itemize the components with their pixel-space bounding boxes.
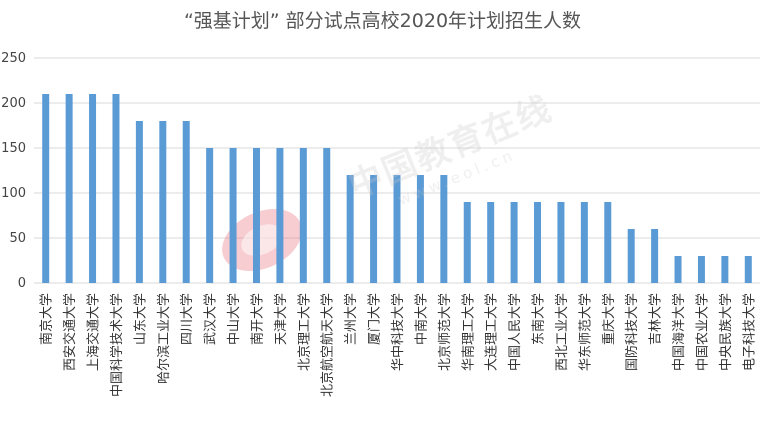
x-category-label-15: 华中科技大学	[390, 293, 406, 371]
x-category-label-8: 中山大学	[226, 293, 242, 345]
bar-30	[744, 256, 752, 283]
y-tick-label-100: 100	[1, 186, 26, 201]
bar-15	[393, 175, 401, 283]
logo-swoosh-inner	[241, 224, 283, 256]
x-category-label-6: 四川大学	[179, 293, 195, 345]
bar-29	[721, 256, 729, 283]
x-category-label-29: 中央民族大学	[718, 293, 734, 371]
y-tick-label-150: 150	[1, 141, 26, 156]
bar-18	[463, 202, 471, 283]
bar-0	[42, 94, 50, 283]
bar-13	[346, 175, 354, 283]
bar-10	[276, 148, 284, 283]
x-category-label-16: 中南大学	[413, 293, 429, 345]
chart-title: “强基计划” 部分试点高校2020年计划招生人数	[183, 10, 582, 32]
x-category-label-5: 哈尔滨工业大学	[156, 293, 172, 384]
x-category-label-28: 中国农业大学	[694, 293, 710, 371]
x-category-label-18: 华南理工大学	[460, 293, 476, 371]
bar-20	[510, 202, 518, 283]
bars	[42, 94, 752, 283]
bar-21	[534, 202, 542, 283]
bar-2	[89, 94, 97, 283]
x-category-label-26: 吉林大学	[648, 293, 664, 345]
bar-6	[182, 121, 190, 283]
x-category-label-4: 山东大学	[132, 293, 148, 345]
y-tick-label-200: 200	[1, 96, 26, 111]
x-category-label-10: 天津大学	[273, 293, 289, 345]
bar-23	[580, 202, 588, 283]
bar-25	[627, 229, 635, 283]
x-category-label-3: 中国科学技术大学	[109, 293, 125, 397]
x-category-label-19: 大连理工大学	[484, 293, 500, 371]
bar-17	[440, 175, 448, 283]
x-category-label-22: 西北工业大学	[554, 293, 570, 371]
x-category-label-23: 华东师范大学	[577, 293, 593, 371]
x-category-label-7: 武汉大学	[203, 293, 219, 345]
y-tick-label-0: 0	[18, 276, 26, 291]
bar-7	[206, 148, 214, 283]
x-category-label-21: 东南大学	[531, 293, 547, 345]
bar-27	[674, 256, 682, 283]
x-category-label-24: 重庆大学	[601, 293, 617, 345]
x-category-label-30: 电子科技大学	[741, 293, 757, 371]
y-axis-ticks: 0 50 100 150 200 250	[1, 51, 26, 291]
bar-28	[697, 256, 705, 283]
x-category-label-27: 中国海洋大学	[671, 293, 687, 371]
bar-11	[299, 148, 307, 283]
bar-3	[112, 94, 120, 283]
x-category-label-11: 北京理工大学	[296, 293, 312, 371]
y-tick-label-250: 250	[1, 51, 26, 66]
bar-5	[159, 121, 167, 283]
x-category-label-9: 南开大学	[249, 293, 265, 345]
bar-26	[651, 229, 659, 283]
x-category-label-13: 兰州大学	[343, 293, 359, 345]
bar-9	[252, 148, 260, 283]
bar-16	[416, 175, 424, 283]
x-axis-labels: 南京大学 西安交通大学 上海交通大学 中国科学技术大学 山东大学 哈尔滨工业大学 四川大学武…	[39, 293, 758, 397]
bar-1	[65, 94, 73, 283]
bar-8	[229, 148, 237, 283]
bar-12	[323, 148, 331, 283]
bar-24	[604, 202, 612, 283]
x-category-label-1: 西安交通大学	[62, 293, 78, 371]
eol-logo-watermark	[222, 209, 302, 271]
x-category-label-12: 北京航空航天大学	[320, 293, 336, 397]
bar-19	[487, 202, 495, 283]
bar-22	[557, 202, 565, 283]
x-category-label-17: 北京师范大学	[437, 293, 453, 371]
x-category-label-14: 厦门大学	[367, 293, 383, 345]
x-category-label-0: 南京大学	[39, 293, 55, 345]
x-category-label-2: 上海交通大学	[86, 293, 102, 371]
y-tick-label-50: 50	[9, 231, 26, 246]
bar-4	[135, 121, 143, 283]
x-category-label-20: 中国人民大学	[507, 293, 523, 371]
x-category-label-25: 国防科技大学	[624, 293, 640, 371]
bar-14	[370, 175, 378, 283]
